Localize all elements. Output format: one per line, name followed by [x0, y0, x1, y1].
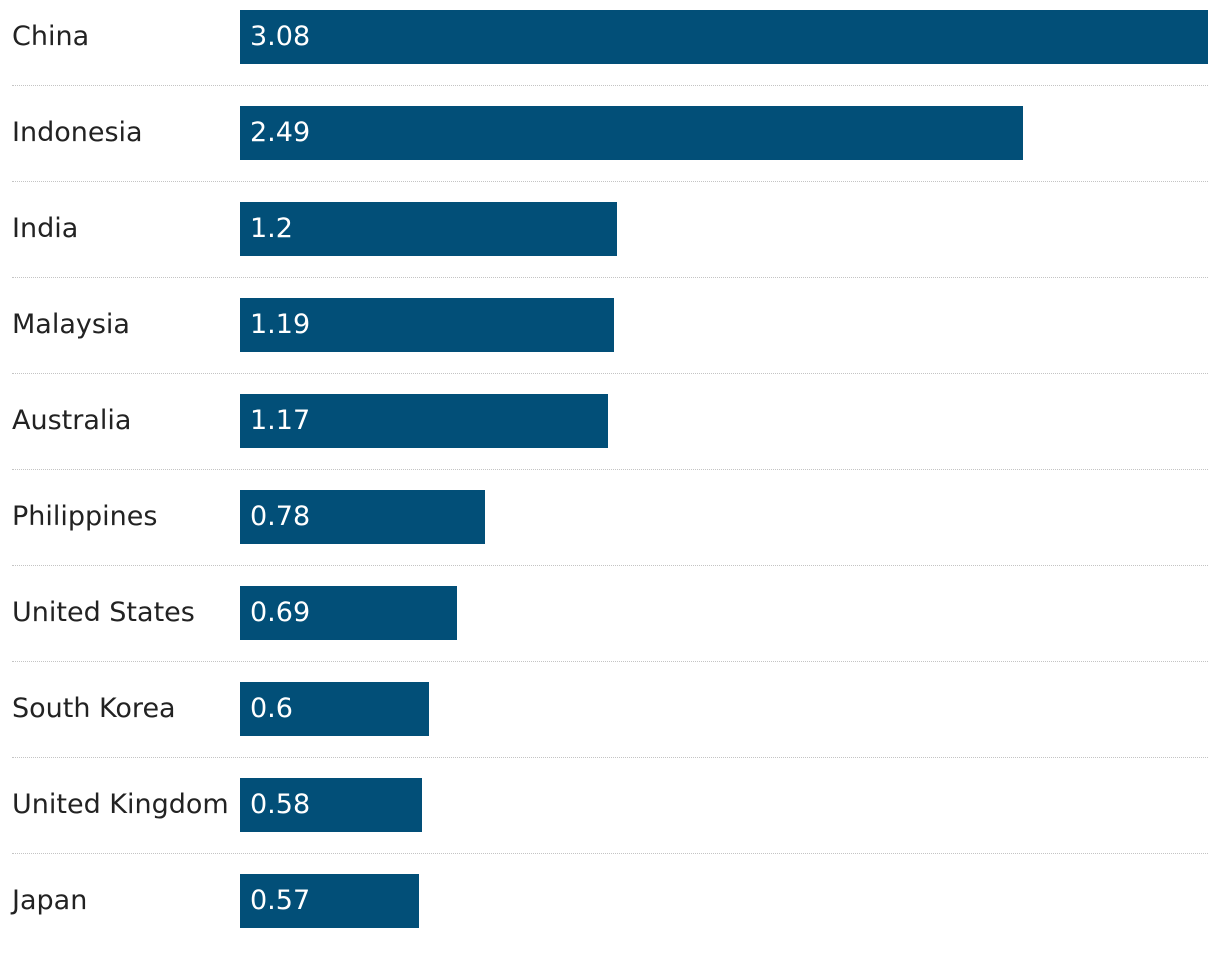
bar-row: Malaysia 1.19 [0, 298, 1220, 394]
row-divider [12, 85, 1208, 86]
row-divider [12, 469, 1208, 470]
category-label: United Kingdom [12, 789, 229, 820]
bar [240, 106, 1023, 160]
bar-row: Indonesia 2.49 [0, 106, 1220, 202]
row-divider [12, 757, 1208, 758]
row-divider [12, 661, 1208, 662]
category-label: United States [12, 597, 195, 628]
category-label: India [12, 213, 79, 244]
row-divider [12, 373, 1208, 374]
value-label: 0.69 [250, 597, 311, 628]
bar [240, 298, 614, 352]
value-label: 1.19 [250, 309, 311, 340]
bar [240, 586, 457, 640]
bar-row: United Kingdom 0.58 [0, 778, 1220, 874]
value-label: 1.2 [250, 213, 293, 244]
bar-row: South Korea 0.6 [0, 682, 1220, 778]
value-label: 2.49 [250, 117, 311, 148]
value-label: 0.78 [250, 501, 311, 532]
bar [240, 682, 429, 736]
category-label: China [12, 21, 90, 52]
value-label: 1.17 [250, 405, 311, 436]
bar [240, 778, 422, 832]
bar [240, 394, 608, 448]
bar-chart: China 3.08 Indonesia 2.49 India 1.2 Malaysia 1.… [0, 10, 1220, 928]
bar-row: Japan 0.57 [0, 874, 1220, 970]
value-label: 0.6 [250, 693, 293, 724]
bar [240, 202, 617, 256]
bar-row: China 3.08 [0, 10, 1220, 106]
bar-row: India 1.2 [0, 202, 1220, 298]
category-label: Malaysia [12, 309, 130, 340]
row-divider [12, 181, 1208, 182]
category-label: Japan [12, 885, 88, 916]
row-divider [12, 565, 1208, 566]
category-label: Australia [12, 405, 132, 436]
bar [240, 490, 485, 544]
row-divider [12, 853, 1208, 854]
category-label: Philippines [12, 501, 158, 532]
bar [240, 874, 419, 928]
category-label: South Korea [12, 693, 176, 724]
value-label: 3.08 [250, 21, 311, 52]
category-label: Indonesia [12, 117, 143, 148]
value-label: 0.57 [250, 885, 311, 916]
row-divider [12, 277, 1208, 278]
bar-row: Philippines 0.78 [0, 490, 1220, 586]
bar-row: Australia 1.17 [0, 394, 1220, 490]
value-label: 0.58 [250, 789, 311, 820]
bar [240, 10, 1208, 64]
bar-row: United States 0.69 [0, 586, 1220, 682]
